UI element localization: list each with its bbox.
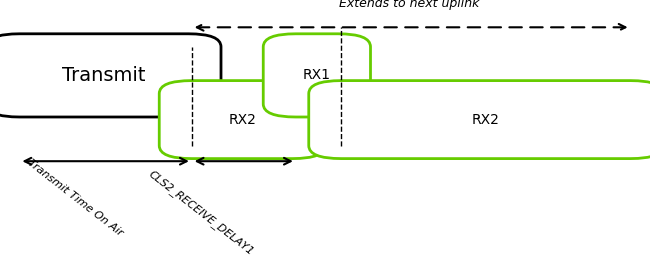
Text: Transmit: Transmit <box>62 66 146 85</box>
FancyBboxPatch shape <box>0 34 221 117</box>
Text: RX1: RX1 <box>303 68 331 82</box>
Text: Transmit Time On Air: Transmit Time On Air <box>25 157 124 238</box>
Text: RX2: RX2 <box>472 113 500 127</box>
FancyBboxPatch shape <box>159 81 325 159</box>
Text: Extends to next uplink: Extends to next uplink <box>339 0 480 10</box>
FancyBboxPatch shape <box>309 81 650 159</box>
FancyBboxPatch shape <box>263 34 370 117</box>
Text: CLS2_RECEIVE_DELAY1: CLS2_RECEIVE_DELAY1 <box>147 169 256 258</box>
Text: RX2: RX2 <box>228 113 256 127</box>
